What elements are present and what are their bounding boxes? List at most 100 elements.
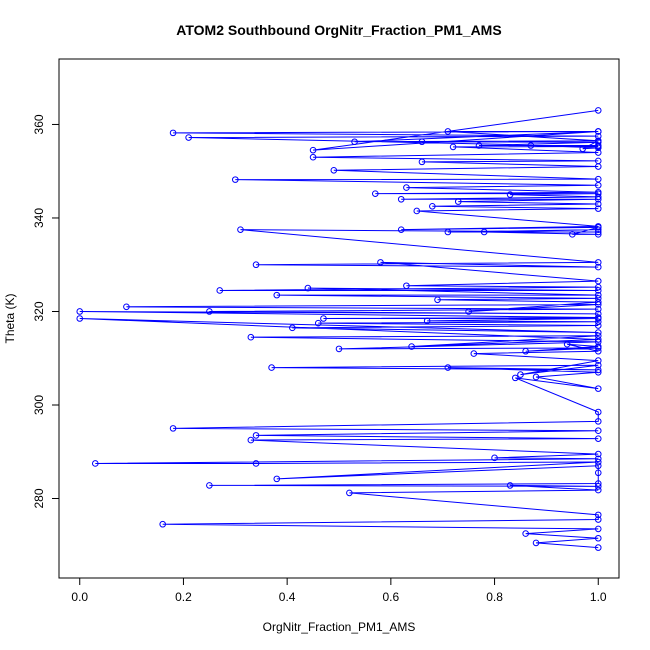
data-point [594,450,602,458]
data-point [594,455,602,463]
x-tick-label: 0.6 [383,590,400,604]
data-point [247,436,255,444]
series-points [76,107,602,551]
data-point [594,418,602,425]
series-lines [79,109,601,549]
data-point [579,145,587,153]
data-point [252,261,260,269]
data-point [594,347,602,355]
data-point [444,228,452,236]
data-point [429,202,436,210]
data-point [506,191,514,198]
data-point [454,198,462,205]
data-point [273,291,281,299]
data-point [506,482,514,489]
data-point [423,317,431,325]
data-point [594,544,602,551]
data-point [351,138,358,146]
y-tick-label: 340 [32,208,46,228]
data-point [371,190,379,197]
data-point [532,539,540,547]
data-point [594,357,602,364]
data-point [444,364,452,371]
data-point [594,332,602,340]
data-point [304,284,312,292]
data-point [397,195,405,203]
data-point [252,432,260,439]
x-tick-label: 0.8 [486,590,503,604]
data-point [563,340,571,348]
data-point [569,231,576,238]
data-point [594,368,602,376]
y-tick-label: 360 [32,114,46,134]
data-point [594,259,602,266]
data-point [594,329,602,336]
data-point [268,364,275,371]
data-point [594,305,602,313]
data-point [169,425,177,432]
data-point [594,318,602,326]
data-point [403,282,410,290]
data-point [594,200,602,208]
y-tick-label: 320 [32,301,46,321]
data-point [594,193,602,201]
data-point [517,371,524,378]
data-point [309,146,317,154]
data-point [594,231,602,238]
data-point [346,489,353,497]
data-point [594,295,602,302]
data-point [465,308,472,315]
data-point [231,176,239,183]
data-point [594,142,602,149]
data-point [511,374,519,382]
data-point [309,153,317,161]
x-axis-label: OrgNitr_Fraction_PM1_AMS [263,620,416,634]
data-point [470,350,478,357]
data-point [594,175,602,183]
data-point [522,530,529,537]
x-tick-label: 0.2 [175,590,192,604]
data-point [594,525,602,533]
data-point [522,347,529,355]
data-point [314,319,322,327]
data-point [418,138,426,146]
data-point [594,366,602,374]
data-point [330,166,338,174]
data-point [159,520,167,528]
data-point [449,143,457,151]
data-point [216,287,224,294]
data-point [237,226,244,233]
chart-title: ATOM2 Southbound OrgNitr_Fraction_PM1_AM… [176,22,501,38]
data-point [169,129,177,137]
data-point [594,462,602,470]
data-point [532,373,540,381]
data-point [397,226,405,233]
data-point [434,296,441,304]
data-point [594,511,602,519]
y-axis: 280 300 320 340 360 [32,114,60,509]
data-point [594,144,602,152]
data-point [594,298,602,306]
data-point [594,277,602,285]
series-line [79,109,601,549]
data-point [91,460,99,467]
data-point [527,142,535,149]
data-point [289,324,296,332]
data-point [594,223,602,230]
data-point [594,427,602,435]
data-point [76,315,84,322]
x-tick-label: 0.4 [279,590,296,604]
data-point [247,333,255,341]
data-point [185,134,192,141]
data-point [76,308,84,315]
data-point [594,263,602,271]
data-point [206,482,213,489]
data-point [594,385,602,392]
data-point [594,435,602,442]
data-point [444,128,452,135]
data-point [206,308,213,315]
data-point [594,458,602,466]
data-point [408,343,415,350]
x-axis: 0.0 0.2 0.4 0.6 0.8 1.0 [71,577,607,604]
